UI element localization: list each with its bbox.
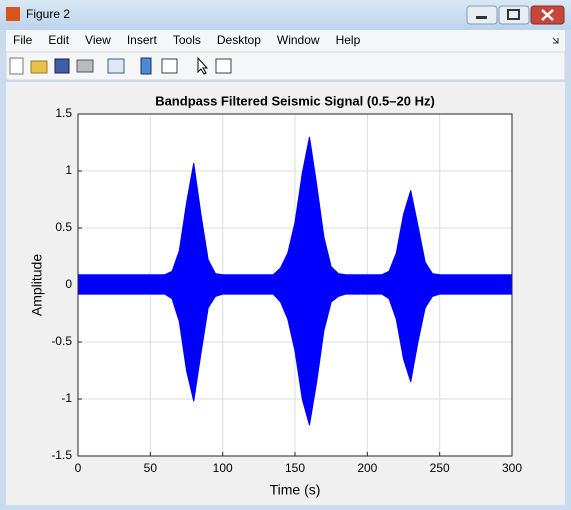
maximize-icon [507,9,520,20]
x-tick-label: 300 [502,461,522,475]
x-tick-label: 50 [144,461,158,475]
x-tick-label: 200 [357,461,377,475]
signal-lower [77,284,513,426]
menu-item[interactable]: Help [336,33,361,47]
link-icon[interactable] [107,58,125,74]
y-tick-label: -1.5 [51,448,72,462]
x-tick-label: 0 [75,461,82,475]
dock-arrow[interactable] [552,37,559,44]
save-icon[interactable] [54,58,70,74]
minimize-icon [476,16,487,19]
y-tick-label: -1 [61,391,72,405]
menu: File Edit View Insert Tools Desktop Window Help [13,33,361,47]
menu-item[interactable]: File [13,33,33,47]
y-tick-label: 1.5 [55,106,72,120]
axes-box [77,113,513,457]
close-icon [541,9,554,21]
menu-item[interactable]: Tools [173,33,201,47]
x-tick-label: 150 [285,461,305,475]
menu-item[interactable]: Desktop [217,33,261,47]
colorbar-icon[interactable] [140,57,152,75]
new-icon[interactable] [9,57,24,75]
x-tick-label: 250 [430,461,450,475]
minimize-button[interactable] [466,5,498,25]
menu-item[interactable]: View [85,33,111,47]
toolbar-icons [9,56,232,75]
signal-upper [77,136,513,286]
y-tick-label: 0 [65,277,72,291]
print-icon[interactable] [76,59,94,73]
menu-bar [6,30,565,52]
y-axis-label: Amplitude [29,254,45,316]
pointer-icon[interactable] [197,56,209,75]
plot-tools-icon[interactable] [215,58,232,74]
menu-item[interactable]: Window [277,33,320,47]
x-tick-label: 100 [213,461,233,475]
y-tick-label: 0.5 [55,220,72,234]
toolbar [5,51,566,81]
window-title: Figure 2 [26,7,70,21]
legend-icon[interactable] [161,58,178,74]
y-tick-label: 1 [65,163,72,177]
maximize-button[interactable] [498,5,530,25]
chart-title: Bandpass Filtered Seismic Signal (0.5–20… [155,93,435,108]
y-tick-label: -0.5 [51,334,72,348]
x-axis-label: Time (s) [270,482,321,498]
menu-item[interactable]: Edit [48,33,69,47]
app-icon [6,7,20,21]
menu-item[interactable]: Insert [127,33,158,47]
open-icon[interactable] [30,60,48,74]
